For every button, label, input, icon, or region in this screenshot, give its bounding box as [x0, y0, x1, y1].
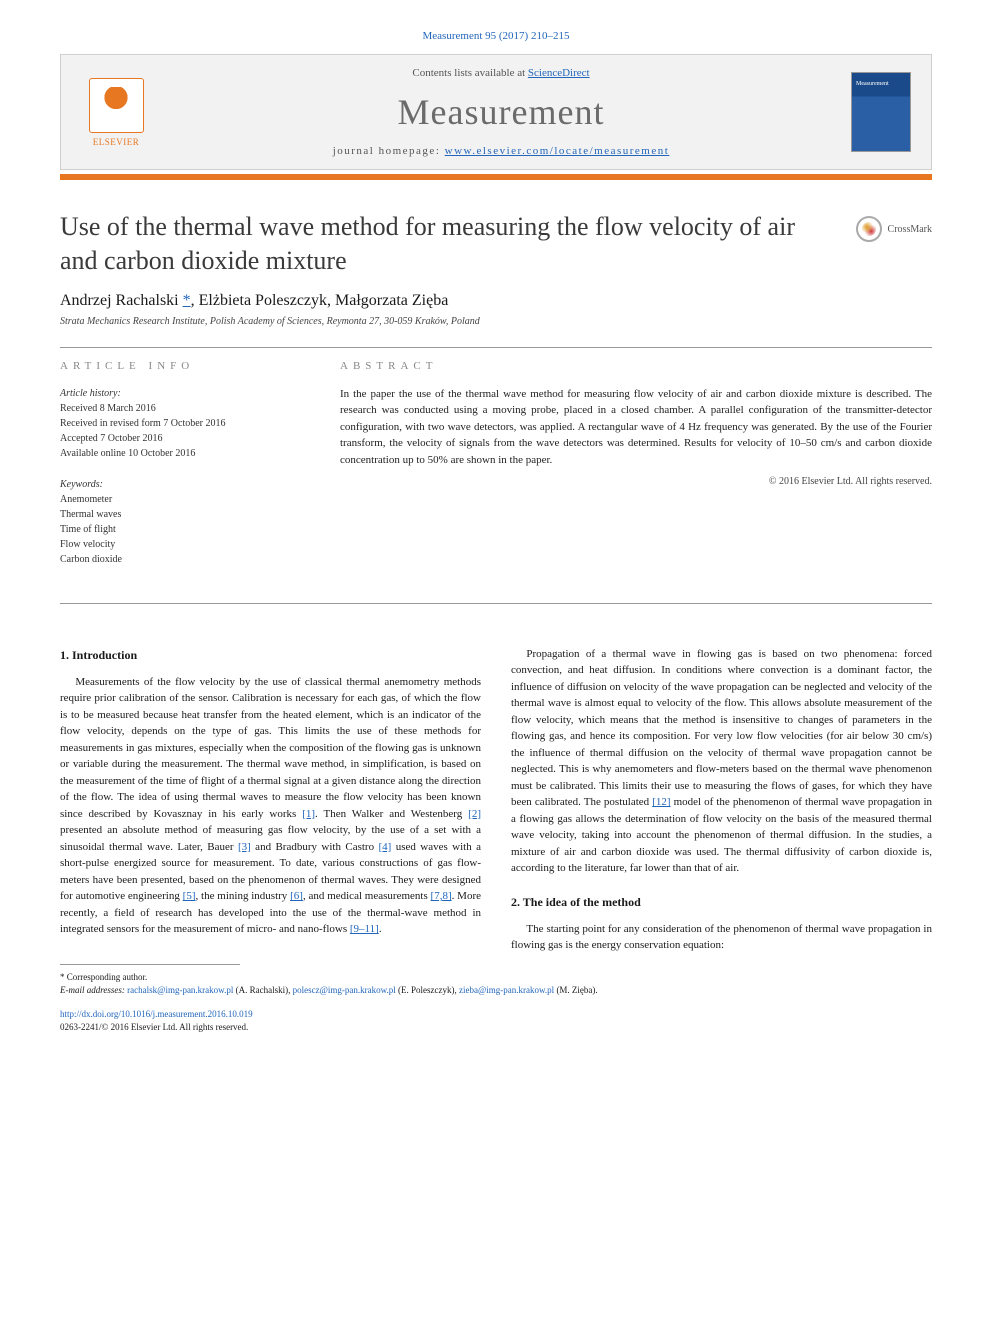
- body-two-column: 1. Introduction Measurements of the flow…: [0, 616, 992, 964]
- header-center: Contents lists available at ScienceDirec…: [151, 67, 851, 157]
- divider: [60, 603, 932, 604]
- abstract-text: In the paper the use of the thermal wave…: [340, 386, 932, 469]
- elsevier-label: ELSEVIER: [93, 137, 140, 147]
- footer-rule: [60, 964, 240, 965]
- history-line: Accepted 7 October 2016: [60, 431, 300, 446]
- ref-link[interactable]: [5]: [183, 890, 196, 902]
- crossmark-badge[interactable]: CrossMark: [856, 216, 932, 242]
- abstract-label: ABSTRACT: [340, 360, 932, 372]
- article-info-column: ARTICLE INFO Article history: Received 8…: [60, 360, 300, 583]
- citation-line: Measurement 95 (2017) 210–215: [60, 30, 932, 42]
- journal-name: Measurement: [151, 91, 851, 133]
- contents-prefix: Contents lists available at: [412, 67, 527, 79]
- body-paragraph: Measurements of the flow velocity by the…: [60, 674, 481, 938]
- doi-link[interactable]: http://dx.doi.org/10.1016/j.measurement.…: [60, 1009, 253, 1019]
- body-paragraph: Propagation of a thermal wave in flowing…: [511, 646, 932, 877]
- authors-text: Andrzej Rachalski: [60, 292, 183, 309]
- issn-copyright: 0263-2241/© 2016 Elsevier Ltd. All right…: [60, 1021, 932, 1035]
- email-link[interactable]: rachalsk@img-pan.krakow.pl: [127, 985, 233, 995]
- article-history: Article history: Received 8 March 2016 R…: [60, 386, 300, 461]
- ref-link[interactable]: [9–11]: [350, 923, 379, 935]
- article-info-label: ARTICLE INFO: [60, 360, 300, 372]
- affiliation: Strata Mechanics Research Institute, Pol…: [60, 316, 932, 327]
- elsevier-logo: ELSEVIER: [81, 72, 151, 152]
- article-title: Use of the thermal wave method for measu…: [60, 210, 836, 278]
- ref-link[interactable]: [7,8]: [431, 890, 452, 902]
- corresponding-author-link[interactable]: *: [183, 292, 191, 309]
- page-footer: * Corresponding author. E-mail addresses…: [0, 964, 992, 1065]
- sciencedirect-link[interactable]: ScienceDirect: [528, 67, 590, 79]
- keyword: Carbon dioxide: [60, 552, 300, 567]
- homepage-prefix: journal homepage:: [333, 145, 445, 157]
- info-abstract-row: ARTICLE INFO Article history: Received 8…: [60, 360, 932, 583]
- section-heading-1: 1. Introduction: [60, 646, 481, 664]
- email-link[interactable]: polescz@img-pan.krakow.pl: [293, 985, 396, 995]
- keyword: Thermal waves: [60, 507, 300, 522]
- abstract-copyright: © 2016 Elsevier Ltd. All rights reserved…: [340, 476, 932, 487]
- ref-link[interactable]: [12]: [652, 796, 670, 808]
- doi-line: http://dx.doi.org/10.1016/j.measurement.…: [60, 1008, 932, 1022]
- homepage-line: journal homepage: www.elsevier.com/locat…: [151, 145, 851, 157]
- article-front-matter: Use of the thermal wave method for measu…: [0, 210, 992, 604]
- orange-divider: [60, 174, 932, 180]
- ref-link[interactable]: [4]: [378, 841, 391, 853]
- email-name: (M. Zięba): [556, 985, 595, 995]
- section-heading-2: 2. The idea of the method: [511, 893, 932, 911]
- keywords-label: Keywords:: [60, 477, 300, 492]
- ref-link[interactable]: [2]: [468, 808, 481, 820]
- elsevier-tree-icon: [89, 78, 144, 133]
- authors-line: Andrzej Rachalski *, Elżbieta Poleszczyk…: [60, 292, 932, 310]
- keyword: Anemometer: [60, 492, 300, 507]
- ref-link[interactable]: [6]: [290, 890, 303, 902]
- email-link[interactable]: zieba@img-pan.krakow.pl: [459, 985, 554, 995]
- body-paragraph: The starting point for any consideration…: [511, 921, 932, 954]
- crossmark-icon: [856, 216, 882, 242]
- divider: [60, 347, 932, 348]
- corresponding-note: * Corresponding author.: [60, 971, 932, 985]
- citation-header: Measurement 95 (2017) 210–215: [0, 0, 992, 42]
- ref-link[interactable]: [3]: [238, 841, 251, 853]
- history-line: Received in revised form 7 October 2016: [60, 416, 300, 431]
- journal-cover-thumbnail: [851, 72, 911, 152]
- contents-available: Contents lists available at ScienceDirec…: [151, 67, 851, 79]
- keyword: Time of flight: [60, 522, 300, 537]
- ref-link[interactable]: [1]: [302, 808, 315, 820]
- emails-line: E-mail addresses: rachalsk@img-pan.krako…: [60, 984, 932, 998]
- abstract-column: ABSTRACT In the paper the use of the the…: [340, 360, 932, 583]
- emails-label: E-mail addresses:: [60, 985, 127, 995]
- journal-header-bar: ELSEVIER Contents lists available at Sci…: [60, 54, 932, 170]
- keywords-block: Keywords: Anemometer Thermal waves Time …: [60, 477, 300, 567]
- authors-rest: , Elżbieta Poleszczyk, Małgorzata Zięba: [191, 292, 449, 309]
- email-name: (E. Poleszczyk): [398, 985, 454, 995]
- crossmark-label: CrossMark: [888, 224, 932, 235]
- history-line: Received 8 March 2016: [60, 401, 300, 416]
- keyword: Flow velocity: [60, 537, 300, 552]
- homepage-link[interactable]: www.elsevier.com/locate/measurement: [445, 145, 670, 157]
- email-name: (A. Rachalski): [236, 985, 288, 995]
- history-label: Article history:: [60, 386, 300, 401]
- history-line: Available online 10 October 2016: [60, 446, 300, 461]
